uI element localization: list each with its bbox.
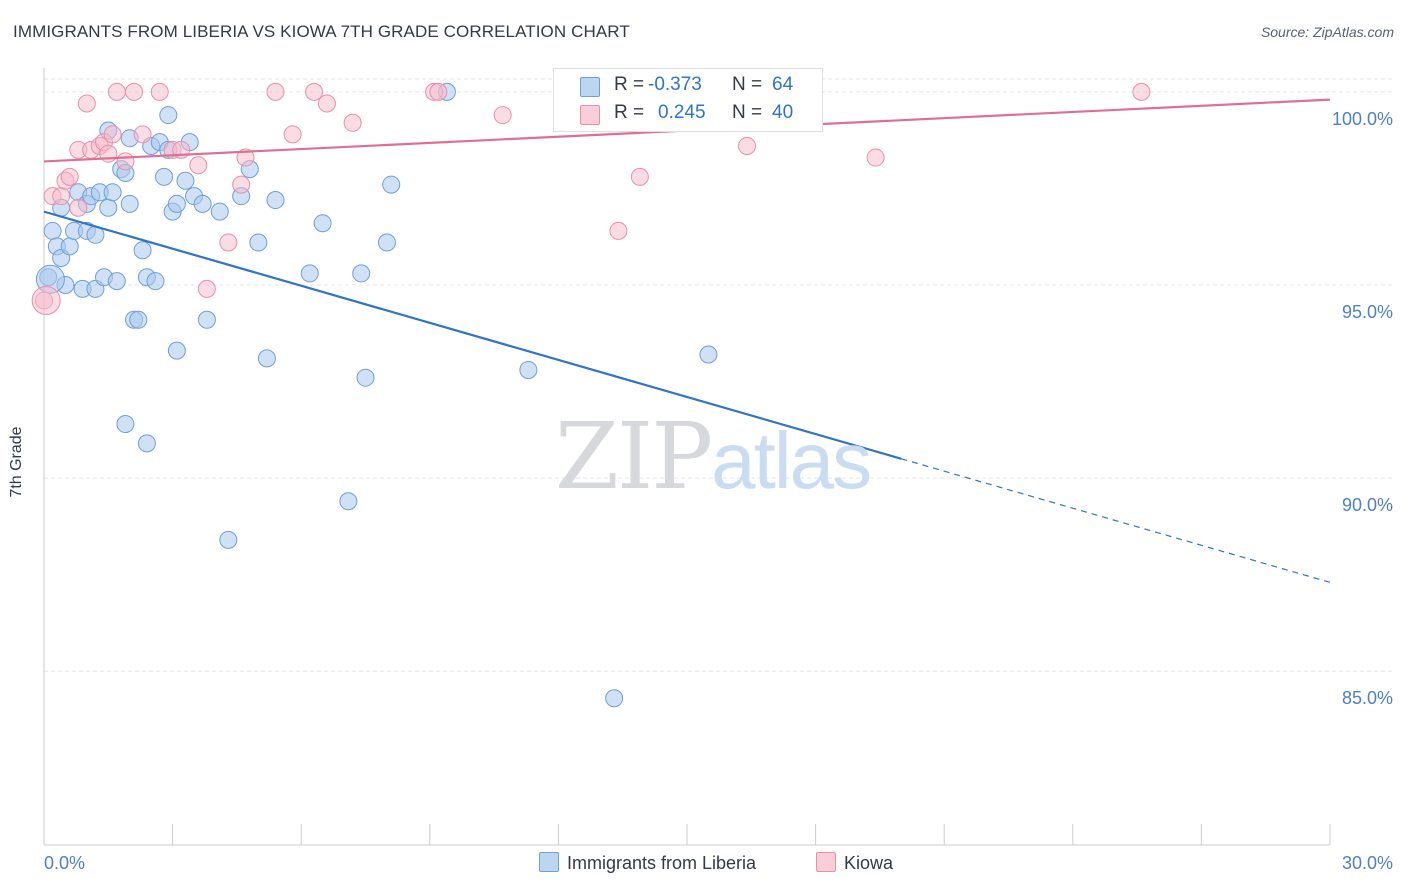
trend-line-liberia-extrapolated <box>901 458 1331 583</box>
data-point-kiowa <box>609 221 628 240</box>
watermark-zip: ZIP <box>555 403 713 510</box>
data-point-liberia <box>120 194 139 213</box>
y-tick-label: 85.0% <box>1342 688 1393 708</box>
data-point-liberia <box>339 492 358 511</box>
legend-r-value: -0.373 <box>648 74 702 95</box>
y-tick-label: 90.0% <box>1342 495 1393 515</box>
data-point-liberia <box>116 415 135 434</box>
chart-title: IMMIGRANTS FROM LIBERIA VS KIOWA 7TH GRA… <box>13 22 630 41</box>
x-tick-label-min: 0.0% <box>44 853 85 873</box>
data-point-liberia <box>103 183 122 202</box>
bottom-legend-label-kiowa: Kiowa <box>844 853 894 873</box>
data-point-kiowa <box>283 125 302 144</box>
data-point-kiowa <box>866 148 885 167</box>
data-point-kiowa <box>197 279 216 298</box>
watermark-atlas: atlas <box>711 416 872 505</box>
data-point-liberia <box>167 194 186 213</box>
data-point-kiowa <box>52 187 71 206</box>
legend-n-value: 64 <box>772 74 794 95</box>
data-point-liberia <box>43 221 62 240</box>
data-point-liberia <box>107 272 126 291</box>
data-point-kiowa <box>77 94 96 113</box>
x-tick-label-max: 30.0% <box>1342 853 1393 873</box>
legend-r-label: R = <box>614 102 645 123</box>
bottom-legend-swatch-liberia <box>539 852 559 872</box>
legend-r-label: R = <box>614 74 645 95</box>
data-point-kiowa <box>150 82 169 101</box>
data-point-liberia <box>519 360 538 379</box>
data-point-kiowa <box>103 125 122 144</box>
data-point-liberia <box>99 198 118 217</box>
bottom-legend-swatch-kiowa <box>816 852 836 872</box>
data-point-liberia <box>699 345 718 364</box>
data-point-kiowa <box>738 136 757 155</box>
trend-line-liberia <box>43 210 902 460</box>
correlation-legend: R = -0.373 N = 64 R = 0.245 N = 40 <box>553 68 823 132</box>
data-point-liberia <box>249 233 268 252</box>
legend-n-label: N = <box>732 74 763 95</box>
data-point-liberia <box>266 191 285 210</box>
data-point-kiowa <box>219 233 238 252</box>
series-liberia-points <box>35 82 718 708</box>
tick-labels: 85.0% 90.0% 95.0% 100.0% 0.0% 30.0% <box>44 109 1393 873</box>
data-point-kiowa <box>305 82 324 101</box>
data-point-liberia <box>146 272 165 291</box>
data-point-kiowa <box>236 148 255 167</box>
data-point-kiowa <box>343 113 362 132</box>
data-point-liberia <box>313 214 332 233</box>
data-point-liberia <box>219 530 238 549</box>
data-point-kiowa <box>60 167 79 186</box>
data-point-kiowa <box>133 125 152 144</box>
legend-r-value: 0.245 <box>658 102 706 123</box>
data-point-kiowa <box>493 106 512 125</box>
data-point-liberia <box>137 434 156 453</box>
y-tick-label: 100.0% <box>1332 109 1393 129</box>
data-point-liberia <box>605 689 624 708</box>
data-point-liberia <box>356 368 375 387</box>
legend-n-value: 40 <box>772 102 794 123</box>
data-point-kiowa <box>116 152 135 171</box>
data-point-liberia <box>377 233 396 252</box>
data-point-liberia <box>300 264 319 283</box>
source-note: Source: ZipAtlas.com <box>1260 24 1394 40</box>
bottom-legend-label-liberia: Immigrants from Liberia <box>567 853 757 873</box>
data-point-liberia <box>60 237 79 256</box>
y-axis-label: 7th Grade <box>8 426 25 498</box>
data-point-kiowa <box>266 82 285 101</box>
data-point-kiowa <box>429 82 448 101</box>
data-point-liberia <box>210 202 229 221</box>
legend-n-label: N = <box>732 102 763 123</box>
bottom-legend-kiowa: Kiowa <box>816 852 893 874</box>
data-point-liberia <box>193 194 212 213</box>
data-point-kiowa <box>232 175 251 194</box>
data-point-kiowa <box>1132 82 1151 101</box>
data-point-liberia <box>133 241 152 260</box>
watermark: ZIPatlas <box>555 403 872 510</box>
data-point-liberia <box>159 106 178 125</box>
data-point-liberia <box>197 310 216 329</box>
data-point-liberia <box>257 349 276 368</box>
data-point-liberia <box>129 310 148 329</box>
data-point-liberia <box>382 175 401 194</box>
data-point-kiowa <box>69 198 88 217</box>
data-point-kiowa <box>630 167 649 186</box>
legend-swatch-liberia <box>580 77 600 97</box>
data-point-liberia <box>176 171 195 190</box>
data-point-kiowa <box>189 156 208 175</box>
data-point-kiowa <box>31 285 61 315</box>
legend-swatch-kiowa <box>580 105 600 125</box>
data-point-kiowa <box>125 82 144 101</box>
data-point-liberia <box>352 264 371 283</box>
data-point-kiowa <box>107 82 126 101</box>
data-point-kiowa <box>317 94 336 113</box>
data-point-liberia <box>167 341 186 360</box>
bottom-legend-liberia: Immigrants from Liberia <box>539 852 756 874</box>
y-tick-label: 95.0% <box>1342 302 1393 322</box>
data-point-liberia <box>155 167 174 186</box>
